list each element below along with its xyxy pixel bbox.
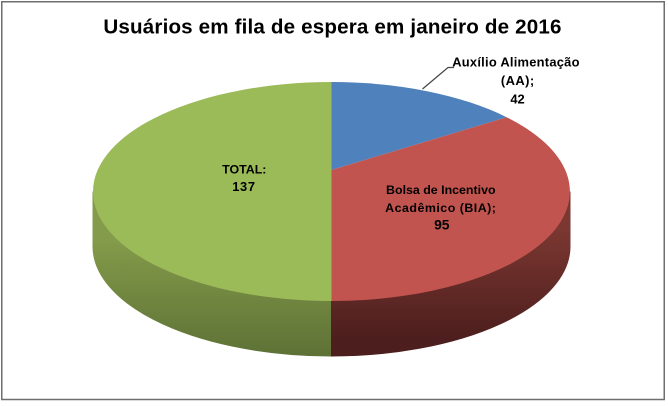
svg-text:95: 95 [434, 216, 450, 232]
svg-text:(AA);: (AA); [501, 73, 535, 88]
svg-text:42: 42 [510, 91, 524, 106]
svg-text:TOTAL:: TOTAL: [222, 162, 266, 176]
svg-text:Auxílio Alimentação: Auxílio Alimentação [452, 55, 579, 70]
svg-text:Bolsa de Incentivo: Bolsa de Incentivo [386, 183, 496, 197]
svg-text:Usuários em fila de espera em: Usuários em fila de espera em janeiro de… [103, 16, 561, 39]
svg-text:Acadêmico (BIA);: Acadêmico (BIA); [385, 201, 496, 215]
svg-text:137: 137 [232, 179, 256, 194]
